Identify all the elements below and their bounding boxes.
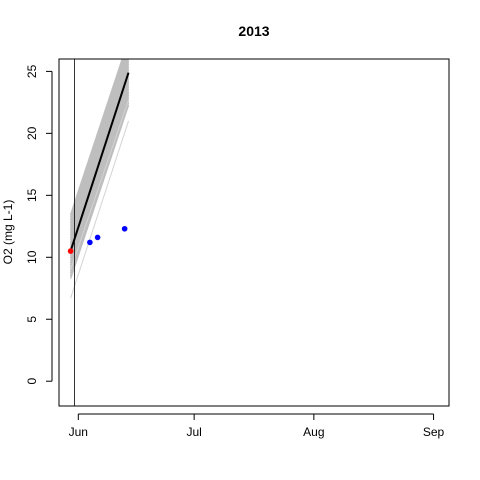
y-axis-label: O2 (mg L-1) [1,200,15,265]
ensemble-line [69,68,130,244]
ensemble-line [69,81,130,256]
ensemble-line [69,94,130,269]
initial-point [67,248,74,254]
ensemble-line [69,91,130,266]
y-tick-label: 15 [25,188,39,202]
ensemble-outlier-line [70,99,129,270]
ensemble-line [69,102,130,277]
ensemble-line [69,59,124,216]
x-tick-label: Jul [186,425,201,439]
observation-point [94,234,101,241]
y-tick-label: 20 [25,126,39,140]
plot-frame [58,58,450,407]
series-line-layer [69,59,130,406]
y-tick-label: 5 [25,316,39,323]
axes-layer: 0 5 10 15 20 25 Jun Jul Aug Sep [25,64,445,439]
x-tick-label: Aug [303,425,324,439]
ensemble-line [69,86,130,261]
chart-title: 2013 [238,23,269,39]
ensemble-line [69,89,130,264]
ensemble-outlier-line [70,120,129,299]
x-tick-label: Sep [423,425,445,439]
y-tick-label: 10 [25,250,39,264]
ensemble-band-layer [69,59,130,299]
y-tick-label: 25 [25,64,39,78]
y-tick-label: 0 [25,378,39,385]
ensemble-line [69,83,130,259]
observation-point [121,225,128,232]
x-tick-label: Jun [69,425,88,439]
observation-point [87,239,93,246]
series-point-layer [67,225,128,254]
median-line [69,72,130,252]
ensemble-line [69,104,130,279]
